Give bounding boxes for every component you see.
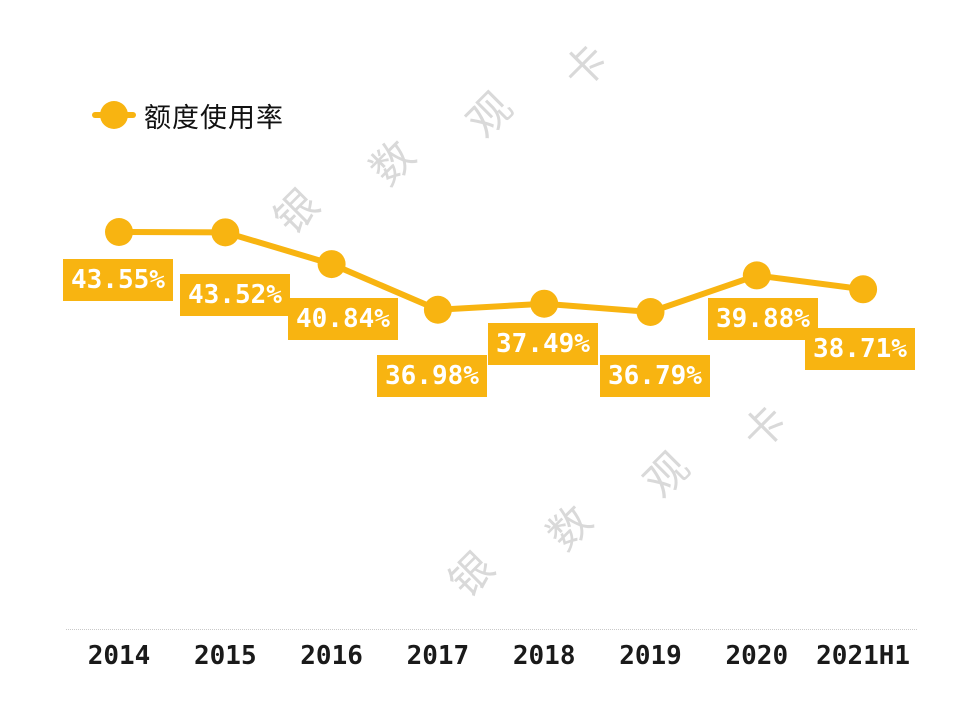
legend-label: 额度使用率 <box>144 102 284 133</box>
x-axis-label-2017: 2017 <box>406 641 470 671</box>
data-label-2016: 40.84% <box>288 298 398 340</box>
data-point-2019 <box>636 298 665 326</box>
x-axis-line <box>66 629 917 630</box>
data-label-2017: 36.98% <box>377 355 487 397</box>
legend-item: 额度使用率 <box>92 98 284 133</box>
x-axis-label-2021H1: 2021H1 <box>816 641 911 671</box>
data-label-2019: 36.79% <box>600 355 710 397</box>
x-axis-label-2016: 2016 <box>300 641 363 671</box>
x-axis-label-2018: 2018 <box>512 641 576 671</box>
data-label-2014: 43.55% <box>63 259 173 301</box>
x-axis-label-2015: 2015 <box>193 641 257 671</box>
data-point-2016 <box>317 250 346 279</box>
data-label-2015: 43.52% <box>180 274 290 316</box>
data-point-2015 <box>211 218 240 247</box>
series-line <box>118 229 864 316</box>
data-point-2021H1 <box>849 275 878 304</box>
data-label-2020: 39.88% <box>708 298 818 340</box>
data-label-2018: 37.49% <box>488 323 598 365</box>
x-axis-label-2019: 2019 <box>619 641 682 671</box>
data-label-2021H1: 38.71% <box>805 328 915 370</box>
x-axis-label-2014: 2014 <box>87 641 151 671</box>
legend-dot-icon <box>100 101 128 129</box>
data-point-2017 <box>423 295 452 324</box>
data-point-2014 <box>105 218 133 246</box>
x-axis-label-2020: 2020 <box>725 641 789 671</box>
data-point-2018 <box>530 289 559 318</box>
legend-line-marker-icon <box>92 101 136 129</box>
data-point-2020 <box>742 261 771 290</box>
